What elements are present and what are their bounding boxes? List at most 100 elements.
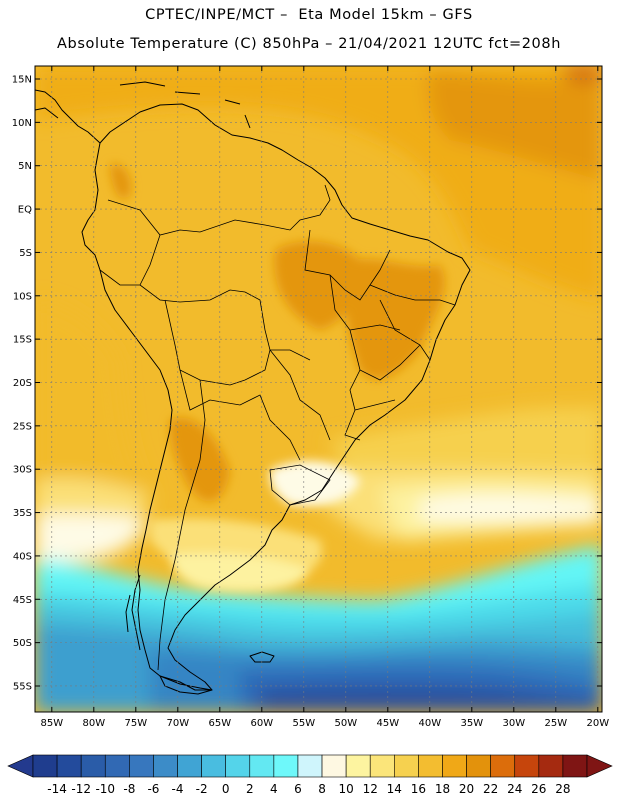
colorbar-high-arrow [586, 754, 613, 778]
lat-label: 15S [13, 335, 32, 346]
border-layer [99, 184, 456, 671]
lon-label: 25W [544, 718, 567, 729]
map-title-line-1: CPTEC/INPE/MCT – Eta Model 15km – GFS [145, 7, 473, 23]
colorbar-swatch [369, 754, 395, 778]
lon-label: 35W [460, 718, 483, 729]
lat-label: 10S [13, 291, 32, 302]
temperature-field [35, 66, 602, 712]
colorbar-label: 22 [483, 782, 498, 796]
colorbar-label: -8 [123, 782, 135, 796]
lon-label: 55W [292, 718, 315, 729]
colorbar-swatch [177, 754, 202, 778]
map-title-line-2: Absolute Temperature (C) 850hPa – 21/04/… [57, 36, 561, 52]
colorbar-label: -14 [47, 782, 67, 796]
lat-label: 50S [13, 638, 32, 649]
temperature-band-20-22-brazil [345, 258, 445, 380]
colorbar-label: 28 [555, 782, 570, 796]
colorbar-label: 24 [507, 782, 522, 796]
lat-label: 55S [13, 681, 32, 692]
colorbar-label: 0 [222, 782, 230, 796]
falkland-islands [249, 651, 275, 663]
temperature-band-6-8 [420, 494, 602, 523]
lon-label: 60W [250, 718, 273, 729]
lat-label: 25S [13, 421, 32, 432]
temperature-band-8-10-argentina [170, 553, 310, 592]
colorbar-swatch [153, 754, 178, 778]
colorbar-label: 20 [459, 782, 474, 796]
colorbar-label: 12 [363, 782, 378, 796]
colorbar-label: 18 [435, 782, 450, 796]
colorbar-swatch [273, 754, 299, 778]
lon-label: 85W [40, 718, 63, 729]
colorbar-label: -6 [147, 782, 159, 796]
lon-label: 50W [334, 718, 357, 729]
colorbar-label: -10 [95, 782, 115, 796]
lon-label: 75W [124, 718, 147, 729]
colorbar-swatch [321, 754, 347, 778]
colorbar-label: 8 [318, 782, 326, 796]
colorbar: -14 -12 -10 -8 -6 -4 -2 0 2 4 6 8 10 12 14 16 18 20 22 24 26… [7, 754, 613, 796]
colorbar-swatch [32, 754, 58, 778]
lat-label: 20S [13, 378, 32, 389]
map-frame [34, 65, 603, 713]
colorbar-swatch [104, 754, 130, 778]
central-america-coastline [35, 89, 101, 144]
colorbar-swatch [562, 754, 588, 778]
colorbar-label: 26 [531, 782, 546, 796]
lat-label: 15N [12, 75, 32, 86]
temperature-band-20-22-amazon [274, 241, 361, 330]
colorbar-swatch [201, 754, 226, 778]
country-borders [99, 184, 331, 671]
colorbar-label: -4 [172, 782, 184, 796]
colorbar-swatch [490, 754, 516, 778]
colorbar-swatch [418, 754, 443, 778]
lat-label: 45S [13, 595, 32, 606]
south-america-coastline [81, 103, 471, 691]
lon-label: 65W [208, 718, 231, 729]
colorbar-swatch [225, 754, 251, 778]
temperature-band-10-12-uruguay [269, 461, 360, 507]
colorbar-label: 2 [246, 782, 254, 796]
colorbar-swatch [466, 754, 491, 778]
colorbar-label: 6 [294, 782, 302, 796]
colorbar-swatch [345, 754, 371, 778]
lat-label: 30S [13, 465, 32, 476]
lat-label: 40S [13, 551, 32, 562]
colorbar-swatch [297, 754, 323, 778]
colorbar-swatch [514, 754, 540, 778]
lat-label: 5S [19, 248, 32, 259]
lon-label: 80W [82, 718, 105, 729]
lat-label: 35S [13, 508, 32, 519]
colorbar-swatch [129, 754, 154, 778]
latitude-axis: 15N 10N 5N EQ 5S 10S 15S 20S 25S 30S 35S 40S 45S 50S 5… [12, 75, 602, 692]
longitude-axis: 85W 80W 75W 70W 65W 60W 55W 50W 45W 40W 35W 30W 25W 2… [40, 66, 609, 729]
colorbar-swatch [249, 754, 275, 778]
lat-label: 5N [18, 161, 32, 172]
temperature-band-16-18-pacific [35, 300, 150, 505]
lat-label: EQ [18, 205, 32, 216]
tierra-del-fuego [159, 675, 213, 695]
colorbar-swatch [442, 754, 467, 778]
lon-label: 20W [586, 718, 609, 729]
lon-label: 45W [376, 718, 399, 729]
colorbar-swatch [394, 754, 419, 778]
lat-label: 10N [12, 118, 32, 129]
temperature-band-20-22-north [110, 164, 131, 199]
state-borders [304, 229, 456, 441]
colorbar-label: 16 [411, 782, 426, 796]
colorbar-label: 4 [270, 782, 278, 796]
temperature-band-8-10-pacific [35, 513, 150, 565]
colorbar-label: 10 [338, 782, 353, 796]
colorbar-swatch [538, 754, 564, 778]
chilean-archipelago [125, 574, 141, 651]
colorbar-swatch [56, 754, 82, 778]
colorbar-swatch [80, 754, 106, 778]
colorbar-label: -12 [71, 782, 91, 796]
colorbar-label: -2 [196, 782, 208, 796]
caribbean-islands [119, 81, 251, 129]
lon-label: 40W [418, 718, 441, 729]
coastline-layer [35, 81, 471, 695]
colorbar-label: 14 [387, 782, 402, 796]
colorbar-low-arrow [7, 754, 34, 778]
